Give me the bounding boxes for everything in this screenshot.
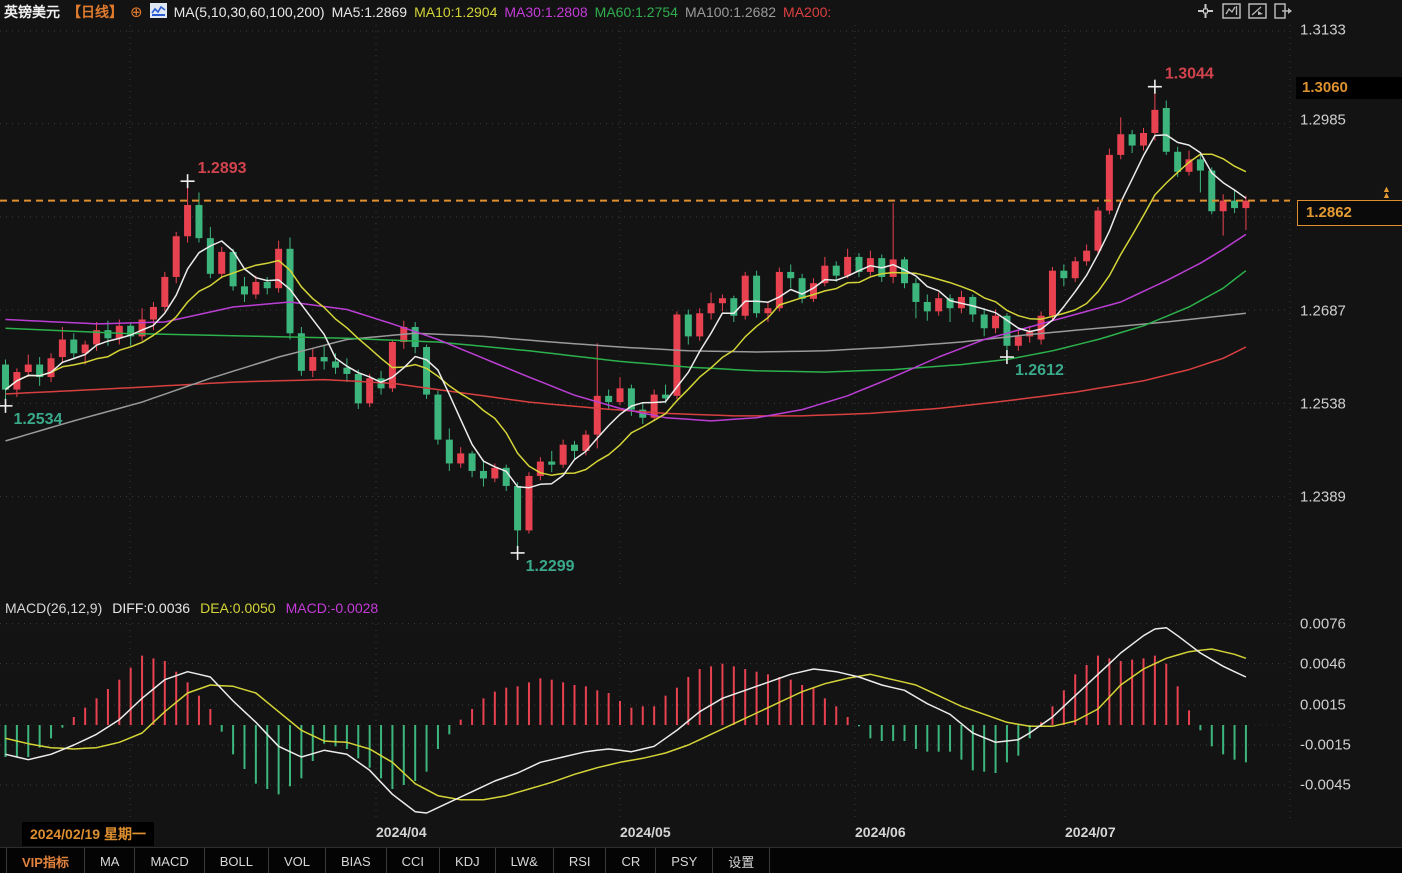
svg-text:1.2612: 1.2612	[1015, 362, 1064, 379]
current-price-box: 1.2862	[1297, 200, 1402, 226]
indicator-tab-bar: VIP指标 MA MACD BOLL VOL BIAS CCI KDJ LW& …	[0, 847, 1402, 873]
ma100-value: MA100:1.2682	[684, 4, 777, 20]
macd-header: MACD(26,12,9) DIFF:0.0036 DEA:0.0050 MAC…	[5, 600, 378, 616]
visible-high-label: 1.3060	[1296, 77, 1402, 99]
price-tick-4: 1.2538	[1300, 395, 1346, 413]
tab-macd[interactable]: MACD	[135, 848, 205, 873]
expand-panel-icon[interactable]	[1273, 2, 1294, 20]
tab-kdj[interactable]: KDJ	[440, 848, 496, 873]
tab-cr[interactable]: CR	[606, 848, 657, 873]
macd-diff-value: DIFF:0.0036	[112, 600, 191, 616]
symbol-name[interactable]: 英镑美元	[4, 4, 60, 20]
crosshair-move-icon[interactable]	[1195, 2, 1216, 20]
month-label-june: 2024/06	[855, 824, 906, 840]
month-label-april: 2024/04	[376, 824, 427, 840]
svg-text:1.2893: 1.2893	[198, 160, 247, 177]
macd-tick-1: 0.0076	[1300, 615, 1346, 633]
period-selector[interactable]: 【日线】	[67, 4, 123, 20]
price-tick-3: 1.2687	[1300, 302, 1346, 320]
macd-tick-4: -0.0015	[1300, 736, 1351, 754]
tab-ma[interactable]: MA	[85, 848, 136, 873]
macd-tick-5: -0.0045	[1300, 776, 1351, 794]
price-tick-5: 1.2389	[1300, 488, 1346, 506]
macd-params-label: MACD(26,12,9)	[5, 600, 103, 616]
macd-tick-3: 0.0015	[1300, 696, 1346, 714]
tab-settings[interactable]: 设置	[713, 848, 771, 873]
svg-text:1.3044: 1.3044	[1165, 66, 1214, 83]
chart-toolbar	[1195, 2, 1294, 20]
month-label-may: 2024/05	[620, 824, 671, 840]
chart-header: 英镑美元 【日线】 ⊕ MA(5,10,30,60,100,200) MA5:1…	[4, 2, 831, 22]
price-tick-2: 1.2985	[1300, 111, 1346, 129]
tab-rsi[interactable]: RSI	[554, 848, 607, 873]
price-tick-1: 1.3133	[1300, 21, 1346, 39]
price-up-arrows-icon: ▲ ▲	[1382, 184, 1391, 200]
date-axis: 2024/02/19 星期一 2024/04 2024/05 2024/06 2…	[0, 821, 1402, 846]
tab-vol[interactable]: VOL	[269, 848, 327, 873]
link-compare-icon[interactable]: ⊕	[130, 4, 143, 21]
sub-indicator-panel-icon[interactable]	[1247, 2, 1268, 20]
month-label-july: 2024/07	[1065, 824, 1116, 840]
cursor-date-label: 2024/02/19 星期一	[22, 822, 154, 846]
ma30-value: MA30:1.2808	[504, 4, 588, 20]
tab-cci[interactable]: CCI	[387, 848, 441, 873]
tab-psy[interactable]: PSY	[656, 848, 714, 873]
main-indicator-panel-icon[interactable]	[1221, 2, 1242, 20]
macd-hist-value: MACD:-0.0028	[285, 600, 379, 616]
tab-vip-indicators[interactable]: VIP指标	[6, 848, 85, 873]
ma10-value: MA10:1.2904	[414, 4, 498, 20]
macd-tick-2: 0.0046	[1300, 655, 1346, 673]
tab-boll[interactable]: BOLL	[205, 848, 269, 873]
macd-dea-value: DEA:0.0050	[200, 600, 276, 616]
ma60-value: MA60:1.2754	[594, 4, 678, 20]
ma-group-label: MA(5,10,30,60,100,200)	[173, 4, 325, 20]
ma5-value: MA5:1.2869	[331, 4, 408, 20]
svg-text:1.2299: 1.2299	[526, 558, 575, 575]
tab-lw[interactable]: LW&	[496, 848, 554, 873]
tab-bias[interactable]: BIAS	[326, 848, 387, 873]
kline-chart-icon[interactable]	[149, 3, 167, 21]
ma200-value: MA200:	[783, 4, 832, 20]
svg-text:1.2534: 1.2534	[14, 411, 63, 428]
